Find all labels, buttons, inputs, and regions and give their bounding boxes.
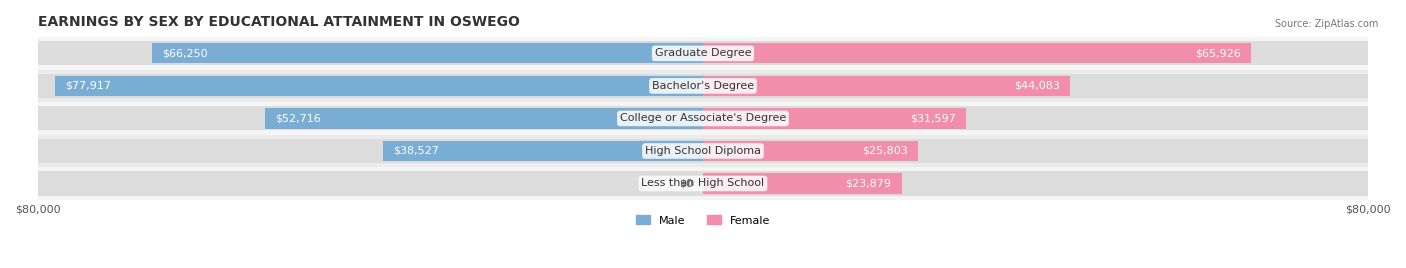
Text: Less than High School: Less than High School xyxy=(641,178,765,188)
Text: $25,803: $25,803 xyxy=(862,146,907,156)
Text: Bachelor's Degree: Bachelor's Degree xyxy=(652,81,754,91)
Bar xyxy=(703,173,901,193)
Bar xyxy=(38,102,1368,135)
Text: $52,716: $52,716 xyxy=(274,113,321,124)
Text: $66,250: $66,250 xyxy=(162,49,208,58)
Text: College or Associate's Degree: College or Associate's Degree xyxy=(620,113,786,124)
Bar xyxy=(38,41,1368,65)
Bar xyxy=(703,76,1070,96)
Bar xyxy=(264,108,703,129)
Text: $38,527: $38,527 xyxy=(392,146,439,156)
Legend: Male, Female: Male, Female xyxy=(631,211,775,230)
Text: $44,083: $44,083 xyxy=(1014,81,1060,91)
Bar xyxy=(38,74,1368,98)
Bar xyxy=(152,43,703,64)
Bar xyxy=(55,76,703,96)
Text: $0: $0 xyxy=(679,178,693,188)
Text: High School Diploma: High School Diploma xyxy=(645,146,761,156)
Text: $31,597: $31,597 xyxy=(910,113,956,124)
Bar xyxy=(38,135,1368,167)
Text: EARNINGS BY SEX BY EDUCATIONAL ATTAINMENT IN OSWEGO: EARNINGS BY SEX BY EDUCATIONAL ATTAINMEN… xyxy=(38,15,520,29)
Bar xyxy=(382,141,703,161)
Text: $65,926: $65,926 xyxy=(1195,49,1241,58)
Bar xyxy=(38,106,1368,131)
Bar xyxy=(703,43,1251,64)
Text: $23,879: $23,879 xyxy=(845,178,891,188)
Text: $77,917: $77,917 xyxy=(65,81,111,91)
Bar xyxy=(38,70,1368,102)
Bar xyxy=(703,141,918,161)
Text: Source: ZipAtlas.com: Source: ZipAtlas.com xyxy=(1274,19,1378,29)
Bar xyxy=(38,172,1368,196)
Bar xyxy=(38,167,1368,200)
Bar xyxy=(703,108,966,129)
Text: Graduate Degree: Graduate Degree xyxy=(655,49,751,58)
Bar xyxy=(38,37,1368,70)
Bar xyxy=(38,139,1368,163)
